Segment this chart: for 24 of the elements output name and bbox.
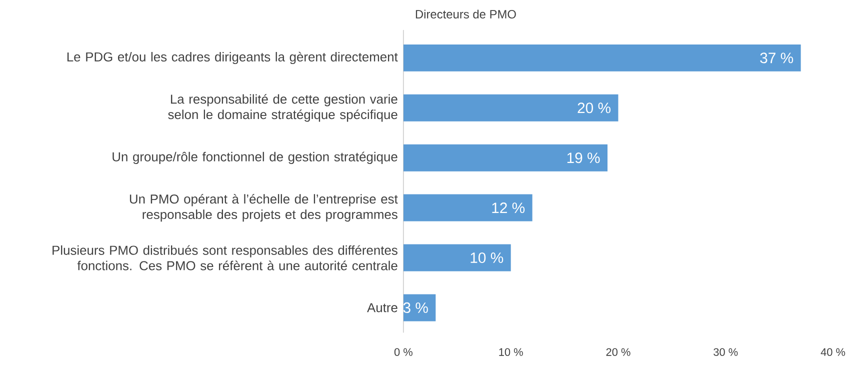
x-tick-label: 40 % [820,348,846,356]
x-tick-label: 30 % [714,348,738,356]
data-label: 12 % [492,202,525,214]
x-tick-label: 0 % [394,348,412,356]
x-tick-label: 10 % [499,348,523,356]
data-label: 3 % [403,302,428,314]
y-tick-label: La responsabilité de cette gestion varie selon le domaine stratégique spécifique [168,94,398,122]
chart-title: Directeurs de PMO [416,10,516,19]
y-tick-label: Plusieurs PMO distribués sont responsables des différentes fonctions. Ces PMO se réfèrent à une autorité centrale [52,245,398,270]
y-tick-label: Autre [367,303,398,312]
bar [403,244,511,272]
data-label: 19 % [567,152,600,164]
data-label: 10 % [470,252,504,264]
data-label: 20 % [578,102,610,114]
bar [403,44,801,72]
y-tick-label: Un groupe/rôle fonctionnel de gestion stratégique [112,152,398,164]
data-label: 37 % [760,52,794,64]
bar [403,94,618,122]
x-tick-label: 20 % [606,348,630,356]
bar [403,144,608,172]
y-tick-label: Le PDG et/ou les cadres dirigeants la gèrent directement [67,52,398,64]
y-tick-label: Un PMO opérant à l’échelle de l’entreprise est responsable des projets et des programmes [130,194,398,222]
bar [403,294,436,322]
bar [403,194,532,222]
